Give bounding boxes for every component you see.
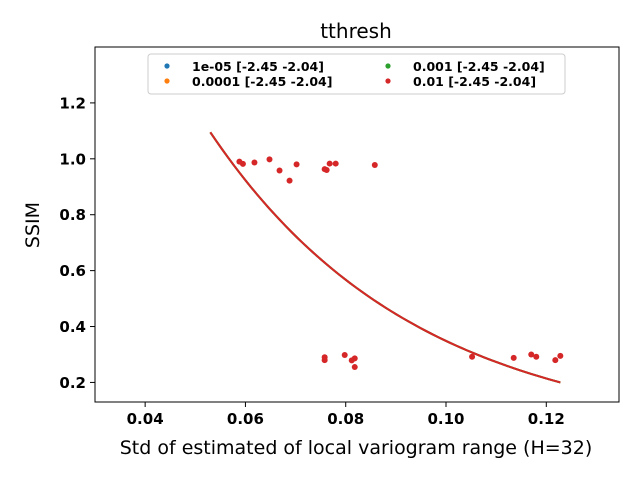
- legend-label: 0.001 [-2.45 -2.04]: [413, 59, 545, 74]
- data-point: [332, 160, 339, 167]
- x-tick-label: 0.12: [528, 410, 565, 428]
- y-axis-title: SSIM: [22, 202, 44, 248]
- x-tick-label: 0.08: [327, 410, 364, 428]
- y-tick-label: 0.8: [59, 206, 86, 224]
- x-tick-label: 0.10: [427, 410, 464, 428]
- y-tick-label: 0.6: [59, 262, 86, 280]
- data-point: [323, 166, 330, 173]
- legend-label: 0.01 [-2.45 -2.04]: [413, 74, 536, 89]
- fit-line: [209, 131, 561, 384]
- y-tick-label: 1.2: [59, 94, 86, 112]
- y-tick-label: 1.0: [59, 150, 86, 168]
- x-tick-label: 0.04: [127, 410, 164, 428]
- fit-line: [209, 131, 561, 384]
- data-point: [552, 357, 559, 364]
- data-point: [528, 351, 535, 358]
- data-point: [469, 353, 476, 360]
- legend-box: [147, 53, 566, 95]
- fit-line: [209, 131, 561, 384]
- plot-area: [209, 131, 564, 384]
- data-point: [341, 352, 348, 359]
- y-tick-label: 0.2: [59, 374, 86, 392]
- data-point: [351, 364, 358, 371]
- legend-marker: [164, 63, 170, 69]
- legend-marker: [385, 78, 391, 84]
- data-point: [326, 160, 333, 167]
- data-point: [321, 357, 328, 364]
- x-tick-label: 0.06: [227, 410, 264, 428]
- data-point: [239, 160, 246, 167]
- legend-label: 1e-05 [-2.45 -2.04]: [192, 59, 324, 74]
- x-axis-title: Std of estimated of local variogram rang…: [120, 437, 593, 459]
- x-axis: 0.04 0.06 0.08 0.10 0.12: [127, 402, 565, 428]
- legend-marker: [164, 78, 170, 84]
- data-point: [510, 354, 517, 361]
- data-point: [276, 167, 283, 174]
- data-point: [557, 352, 564, 359]
- data-point: [351, 355, 358, 362]
- y-axis: 0.2 0.4 0.6 0.8 1.0 1.2: [59, 94, 95, 392]
- data-point: [293, 161, 300, 168]
- y-tick-label: 0.4: [59, 318, 86, 336]
- legend: 1e-05 [-2.45 -2.04]0.0001 [-2.45 -2.04] 0…: [147, 53, 566, 95]
- data-point: [533, 353, 540, 360]
- fit-line: [209, 131, 561, 384]
- data-point: [371, 161, 378, 168]
- chart-title: tthresh: [320, 19, 392, 43]
- data-point: [251, 159, 258, 166]
- legend-label: 0.0001 [-2.45 -2.04]: [192, 74, 332, 89]
- data-point: [266, 156, 273, 163]
- legend-marker: [385, 63, 391, 69]
- plot-frame: [94, 46, 620, 403]
- data-point: [286, 177, 293, 184]
